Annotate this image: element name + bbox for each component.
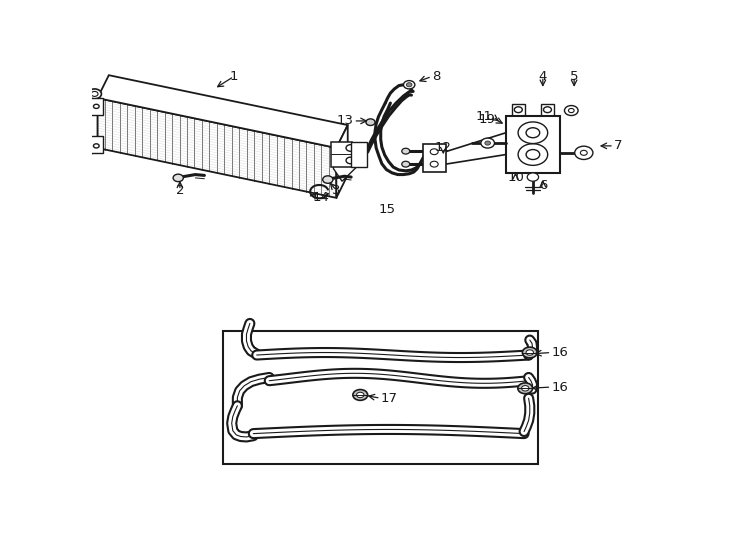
Circle shape (430, 149, 438, 154)
Circle shape (407, 83, 412, 87)
Text: 10: 10 (507, 171, 524, 184)
Text: 17: 17 (381, 392, 398, 405)
Circle shape (581, 150, 587, 156)
Text: 11: 11 (476, 110, 493, 123)
Circle shape (346, 157, 355, 164)
Circle shape (517, 383, 533, 394)
Circle shape (346, 145, 355, 151)
Circle shape (575, 146, 593, 159)
Text: 13: 13 (336, 114, 354, 127)
Circle shape (401, 161, 410, 167)
Circle shape (401, 148, 410, 154)
Text: 14: 14 (313, 191, 330, 204)
Circle shape (404, 80, 415, 89)
Polygon shape (98, 98, 336, 198)
Text: 2: 2 (175, 184, 184, 197)
Bar (222, 331, 538, 464)
Circle shape (564, 105, 578, 116)
Text: 16: 16 (551, 381, 568, 394)
Text: 4: 4 (539, 70, 547, 83)
Text: 12: 12 (435, 141, 452, 154)
Circle shape (568, 109, 574, 113)
Circle shape (93, 144, 99, 148)
Text: 6: 6 (539, 179, 547, 192)
Bar (330, 141, 352, 167)
Bar (423, 144, 446, 172)
Circle shape (527, 173, 539, 181)
Circle shape (88, 89, 101, 99)
Circle shape (515, 107, 523, 113)
Text: 3: 3 (332, 184, 341, 197)
Text: 15: 15 (379, 203, 396, 216)
Circle shape (523, 347, 537, 358)
Circle shape (526, 350, 534, 355)
Circle shape (357, 392, 364, 397)
Circle shape (323, 176, 333, 183)
Text: 8: 8 (432, 70, 440, 83)
Polygon shape (333, 144, 359, 181)
Circle shape (353, 389, 368, 400)
Circle shape (366, 119, 375, 125)
Bar (351, 141, 366, 167)
Circle shape (481, 138, 495, 148)
Polygon shape (98, 75, 348, 148)
Bar (89, 136, 103, 153)
Text: 19: 19 (479, 113, 495, 126)
Text: 16: 16 (551, 346, 568, 359)
Polygon shape (87, 98, 98, 158)
Circle shape (522, 386, 529, 391)
Text: 1: 1 (230, 70, 239, 83)
Bar (89, 98, 103, 114)
Circle shape (430, 161, 438, 167)
Bar (541, 104, 554, 116)
Circle shape (173, 174, 184, 181)
Circle shape (485, 141, 490, 145)
Bar (506, 116, 560, 173)
Bar (512, 104, 525, 116)
Circle shape (543, 107, 551, 113)
Polygon shape (336, 125, 348, 198)
Text: 7: 7 (614, 139, 622, 152)
Circle shape (91, 91, 98, 97)
Circle shape (93, 104, 99, 109)
Text: 5: 5 (570, 70, 578, 83)
